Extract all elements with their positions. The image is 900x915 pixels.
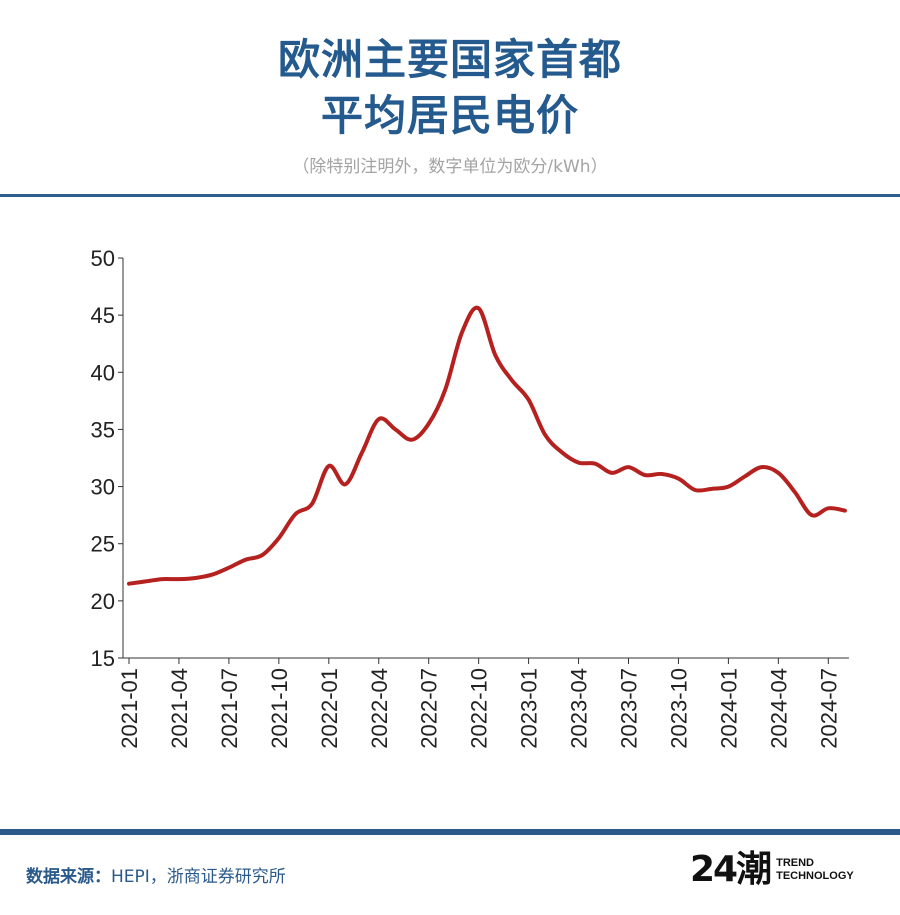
chart-title-line-1: 欧洲主要国家首都: [277, 35, 622, 84]
x-tick-label-2024-01: 2024-01: [716, 668, 741, 749]
x-tick-label-2022-04: 2022-04: [367, 668, 392, 749]
y-tick-label-25: 25: [91, 532, 115, 557]
x-tick-label-2022-07: 2022-07: [417, 668, 442, 749]
brand-logo-mark: 24潮: [690, 849, 772, 890]
top-divider: [0, 194, 900, 197]
y-tick-label-40: 40: [91, 360, 115, 385]
x-tick-label-2021-07: 2021-07: [217, 668, 242, 749]
x-tick-label-2023-04: 2023-04: [567, 668, 592, 749]
brand-logo: 24潮 TREND TECHNOLOGY: [690, 848, 854, 892]
bottom-divider: [0, 829, 900, 835]
x-tick-label-2022-01: 2022-01: [317, 668, 342, 749]
brand-logo-line-2: TECHNOLOGY: [776, 870, 854, 882]
chart-title-line-2: 平均居民电价: [320, 91, 579, 140]
x-tick-label-2023-07: 2023-07: [617, 668, 642, 749]
x-tick-label-2023-10: 2023-10: [666, 668, 691, 749]
line-chart: 15 20 25 30 35 40 45 50 2021-01 2021-04 2021-07 202…: [91, 246, 849, 749]
brand-logo-text: TREND TECHNOLOGY: [776, 857, 854, 883]
x-tick-label-2021-10: 2021-10: [267, 668, 292, 749]
y-tick-label-30: 30: [91, 475, 115, 500]
x-tick-label-2021-01: 2021-01: [117, 668, 142, 749]
y-tick-label-45: 45: [91, 303, 115, 328]
x-tick-label-2024-04: 2024-04: [766, 668, 791, 749]
series-line-平均居民电价: [127, 305, 847, 586]
unit-note: （除特别注明外，数字单位为欧分/kWh）: [292, 157, 608, 177]
y-tick-label-35: 35: [91, 417, 115, 442]
data-source-text: HEPI，浙商证券研究所: [111, 867, 286, 887]
y-tick-label-20: 20: [91, 589, 115, 614]
y-tick-label-50: 50: [91, 246, 115, 271]
x-tick-label-2024-07: 2024-07: [816, 668, 841, 749]
y-tick-label-15: 15: [91, 646, 115, 671]
x-tick-label-2023-01: 2023-01: [517, 668, 542, 749]
data-source-label: 数据来源：: [26, 867, 111, 887]
data-source: 数据来源：HEPI，浙商证券研究所: [26, 862, 286, 887]
x-tick-label-2022-10: 2022-10: [467, 668, 492, 749]
x-tick-label-2021-04: 2021-04: [167, 668, 192, 749]
brand-logo-line-1: TREND: [776, 857, 814, 869]
